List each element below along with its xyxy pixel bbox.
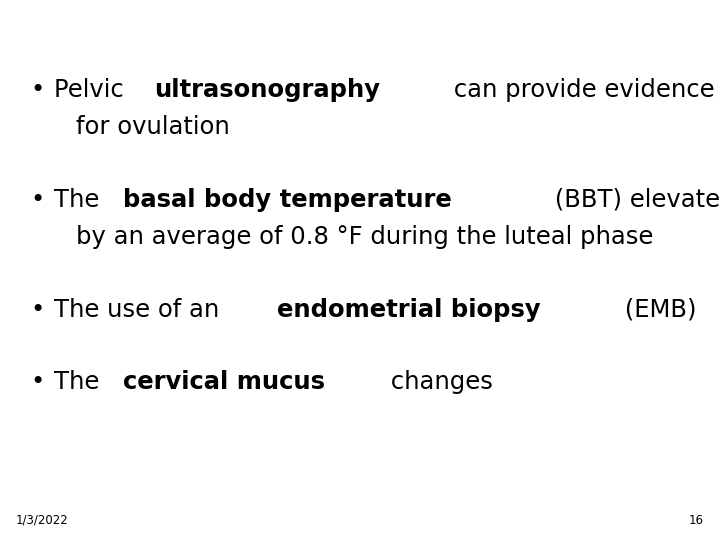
- Text: for ovulation: for ovulation: [76, 115, 230, 139]
- Text: 16: 16: [689, 514, 704, 526]
- Text: (EMB): (EMB): [617, 298, 697, 321]
- Text: •: •: [30, 298, 45, 321]
- Text: The: The: [54, 370, 107, 394]
- Text: •: •: [30, 370, 45, 394]
- Text: basal body temperature: basal body temperature: [122, 188, 451, 212]
- Text: cervical mucus: cervical mucus: [122, 370, 325, 394]
- Text: can provide evidence: can provide evidence: [446, 78, 714, 102]
- Text: ultrasonography: ultrasonography: [154, 78, 380, 102]
- Text: The use of an: The use of an: [54, 298, 227, 321]
- Text: endometrial biopsy: endometrial biopsy: [277, 298, 541, 321]
- Text: Pelvic: Pelvic: [54, 78, 132, 102]
- Text: The: The: [54, 188, 107, 212]
- Text: •: •: [30, 78, 45, 102]
- Text: by an average of 0.8 °F during the luteal phase: by an average of 0.8 °F during the lutea…: [76, 225, 653, 248]
- Text: 1/3/2022: 1/3/2022: [16, 514, 68, 526]
- Text: changes: changes: [383, 370, 493, 394]
- Text: •: •: [30, 188, 45, 212]
- Text: (BBT) elevates: (BBT) elevates: [546, 188, 720, 212]
